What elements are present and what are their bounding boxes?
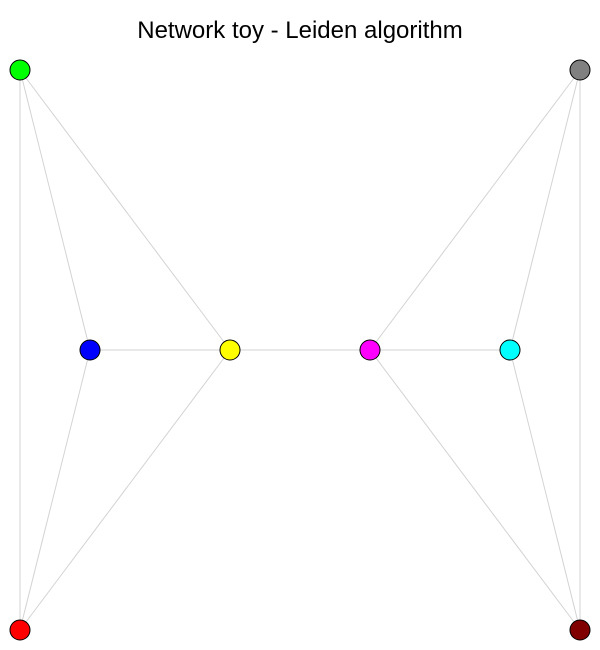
node-blue (79, 339, 101, 361)
figure-title: Network toy - Leiden algorithm (137, 17, 463, 44)
node-cyan (499, 339, 521, 361)
node-green (9, 59, 31, 81)
edges-layer (19, 69, 581, 631)
edge-gray-magenta (369, 69, 581, 351)
node-maroon (569, 619, 591, 641)
nodes-layer (9, 59, 591, 641)
edge-cyan-maroon (509, 349, 581, 631)
node-magenta (359, 339, 381, 361)
edge-green-blue (19, 69, 91, 351)
edge-yellow-red (19, 349, 231, 631)
node-yellow (219, 339, 241, 361)
edge-magenta-maroon (369, 349, 581, 631)
node-gray (569, 59, 591, 81)
node-red (9, 619, 31, 641)
edge-blue-red (19, 349, 91, 631)
edge-gray-cyan (509, 69, 581, 351)
edge-green-yellow (19, 69, 231, 351)
